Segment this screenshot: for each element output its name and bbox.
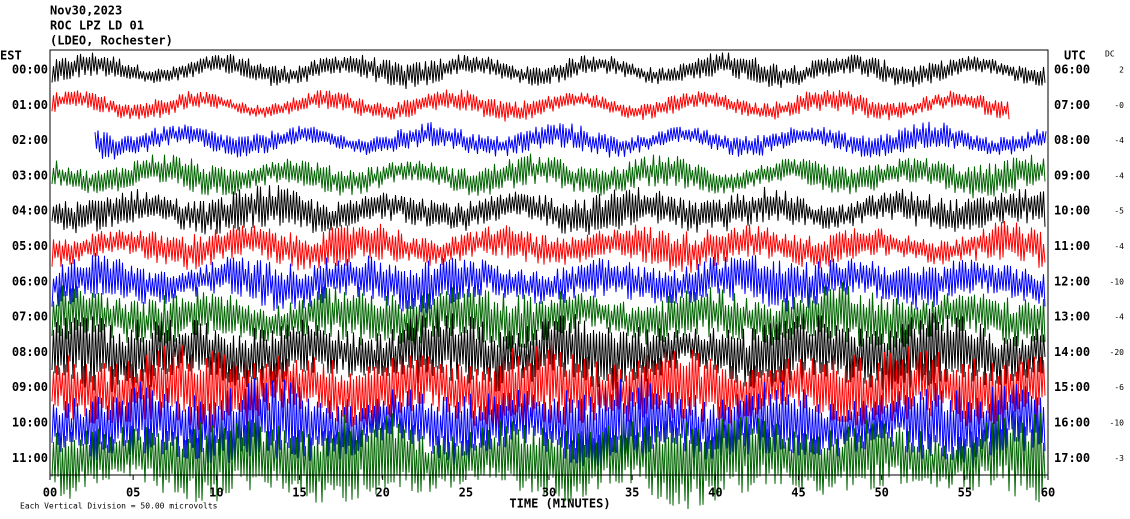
right-row-label: 13:00 <box>1054 310 1090 324</box>
row-label: 09:00 <box>12 380 48 394</box>
x-tick-label: 35 <box>625 486 639 500</box>
trace <box>51 374 1046 472</box>
x-tick-label: 10 <box>209 486 223 500</box>
row-label: 05:00 <box>12 239 48 253</box>
traces <box>51 52 1047 510</box>
title-line: Nov30,2023 <box>50 4 122 18</box>
offset-value: -4 <box>1114 136 1124 145</box>
right-row-label: 06:00 <box>1054 63 1090 77</box>
trace <box>51 282 1046 352</box>
row-label: 00:00 <box>12 63 48 77</box>
trace <box>51 153 1046 199</box>
trace <box>51 220 1046 273</box>
left-axis-label: EST <box>0 49 22 63</box>
trace <box>51 185 1046 236</box>
x-axis-label: TIME (MINUTES) <box>509 497 610 511</box>
row-label: 02:00 <box>12 133 48 147</box>
trace <box>51 409 1046 510</box>
x-tick-label: 60 <box>1041 486 1055 500</box>
x-tick-label: 15 <box>292 486 306 500</box>
right-row-label: 14:00 <box>1054 345 1090 359</box>
x-tick-label: 45 <box>791 486 805 500</box>
offset-value: -20 <box>1110 348 1125 357</box>
title-line: (LDEO, Rochester) <box>50 34 173 48</box>
offset-value: -4 <box>1114 313 1124 322</box>
offset-value: -0 <box>1114 101 1124 110</box>
trace <box>94 121 1047 160</box>
right-row-label: 09:00 <box>1054 168 1090 182</box>
right-row-label: 16:00 <box>1054 416 1090 430</box>
x-tick-label: 00 <box>43 486 57 500</box>
right-row-label: 10:00 <box>1054 204 1090 218</box>
x-tick-label: 20 <box>375 486 389 500</box>
right-row-label: 15:00 <box>1054 380 1090 394</box>
offset-value: -10 <box>1110 419 1125 428</box>
row-label: 10:00 <box>12 416 48 430</box>
footnote: Each Vertical Division = 50.00 microvolt… <box>20 502 218 511</box>
offset-value: -4 <box>1114 242 1124 251</box>
x-tick-label: 05 <box>126 486 140 500</box>
offset-value: -3 <box>1114 454 1124 463</box>
right-row-label: 17:00 <box>1054 451 1090 465</box>
row-label: 03:00 <box>12 168 48 182</box>
row-label: 11:00 <box>12 451 48 465</box>
x-tick-label: 55 <box>958 486 972 500</box>
offset-value: 2 <box>1119 66 1124 75</box>
trace <box>51 52 1046 90</box>
title-line: ROC LPZ LD 01 <box>50 19 144 33</box>
row-label: 07:00 <box>12 310 48 324</box>
offset-label: DC <box>1105 50 1115 59</box>
trace <box>51 308 1046 394</box>
right-row-label: 08:00 <box>1054 133 1090 147</box>
row-label: 04:00 <box>12 204 48 218</box>
row-label: 01:00 <box>12 98 48 112</box>
x-tick-label: 40 <box>708 486 722 500</box>
trace <box>51 89 1010 122</box>
offset-value: -5 <box>1114 207 1124 216</box>
x-tick-label: 25 <box>459 486 473 500</box>
row-label: 06:00 <box>12 274 48 288</box>
offset-value: -4 <box>1114 171 1124 180</box>
offset-value: -10 <box>1110 277 1125 286</box>
right-row-label: 07:00 <box>1054 98 1090 112</box>
right-axis-label: UTC <box>1064 49 1086 63</box>
trace <box>51 252 1046 314</box>
trace <box>51 340 1046 433</box>
right-row-label: 12:00 <box>1054 274 1090 288</box>
row-label: 08:00 <box>12 345 48 359</box>
x-tick-label: 30 <box>542 486 556 500</box>
right-row-label: 11:00 <box>1054 239 1090 253</box>
x-tick-label: 50 <box>874 486 888 500</box>
offset-value: -6 <box>1114 383 1124 392</box>
